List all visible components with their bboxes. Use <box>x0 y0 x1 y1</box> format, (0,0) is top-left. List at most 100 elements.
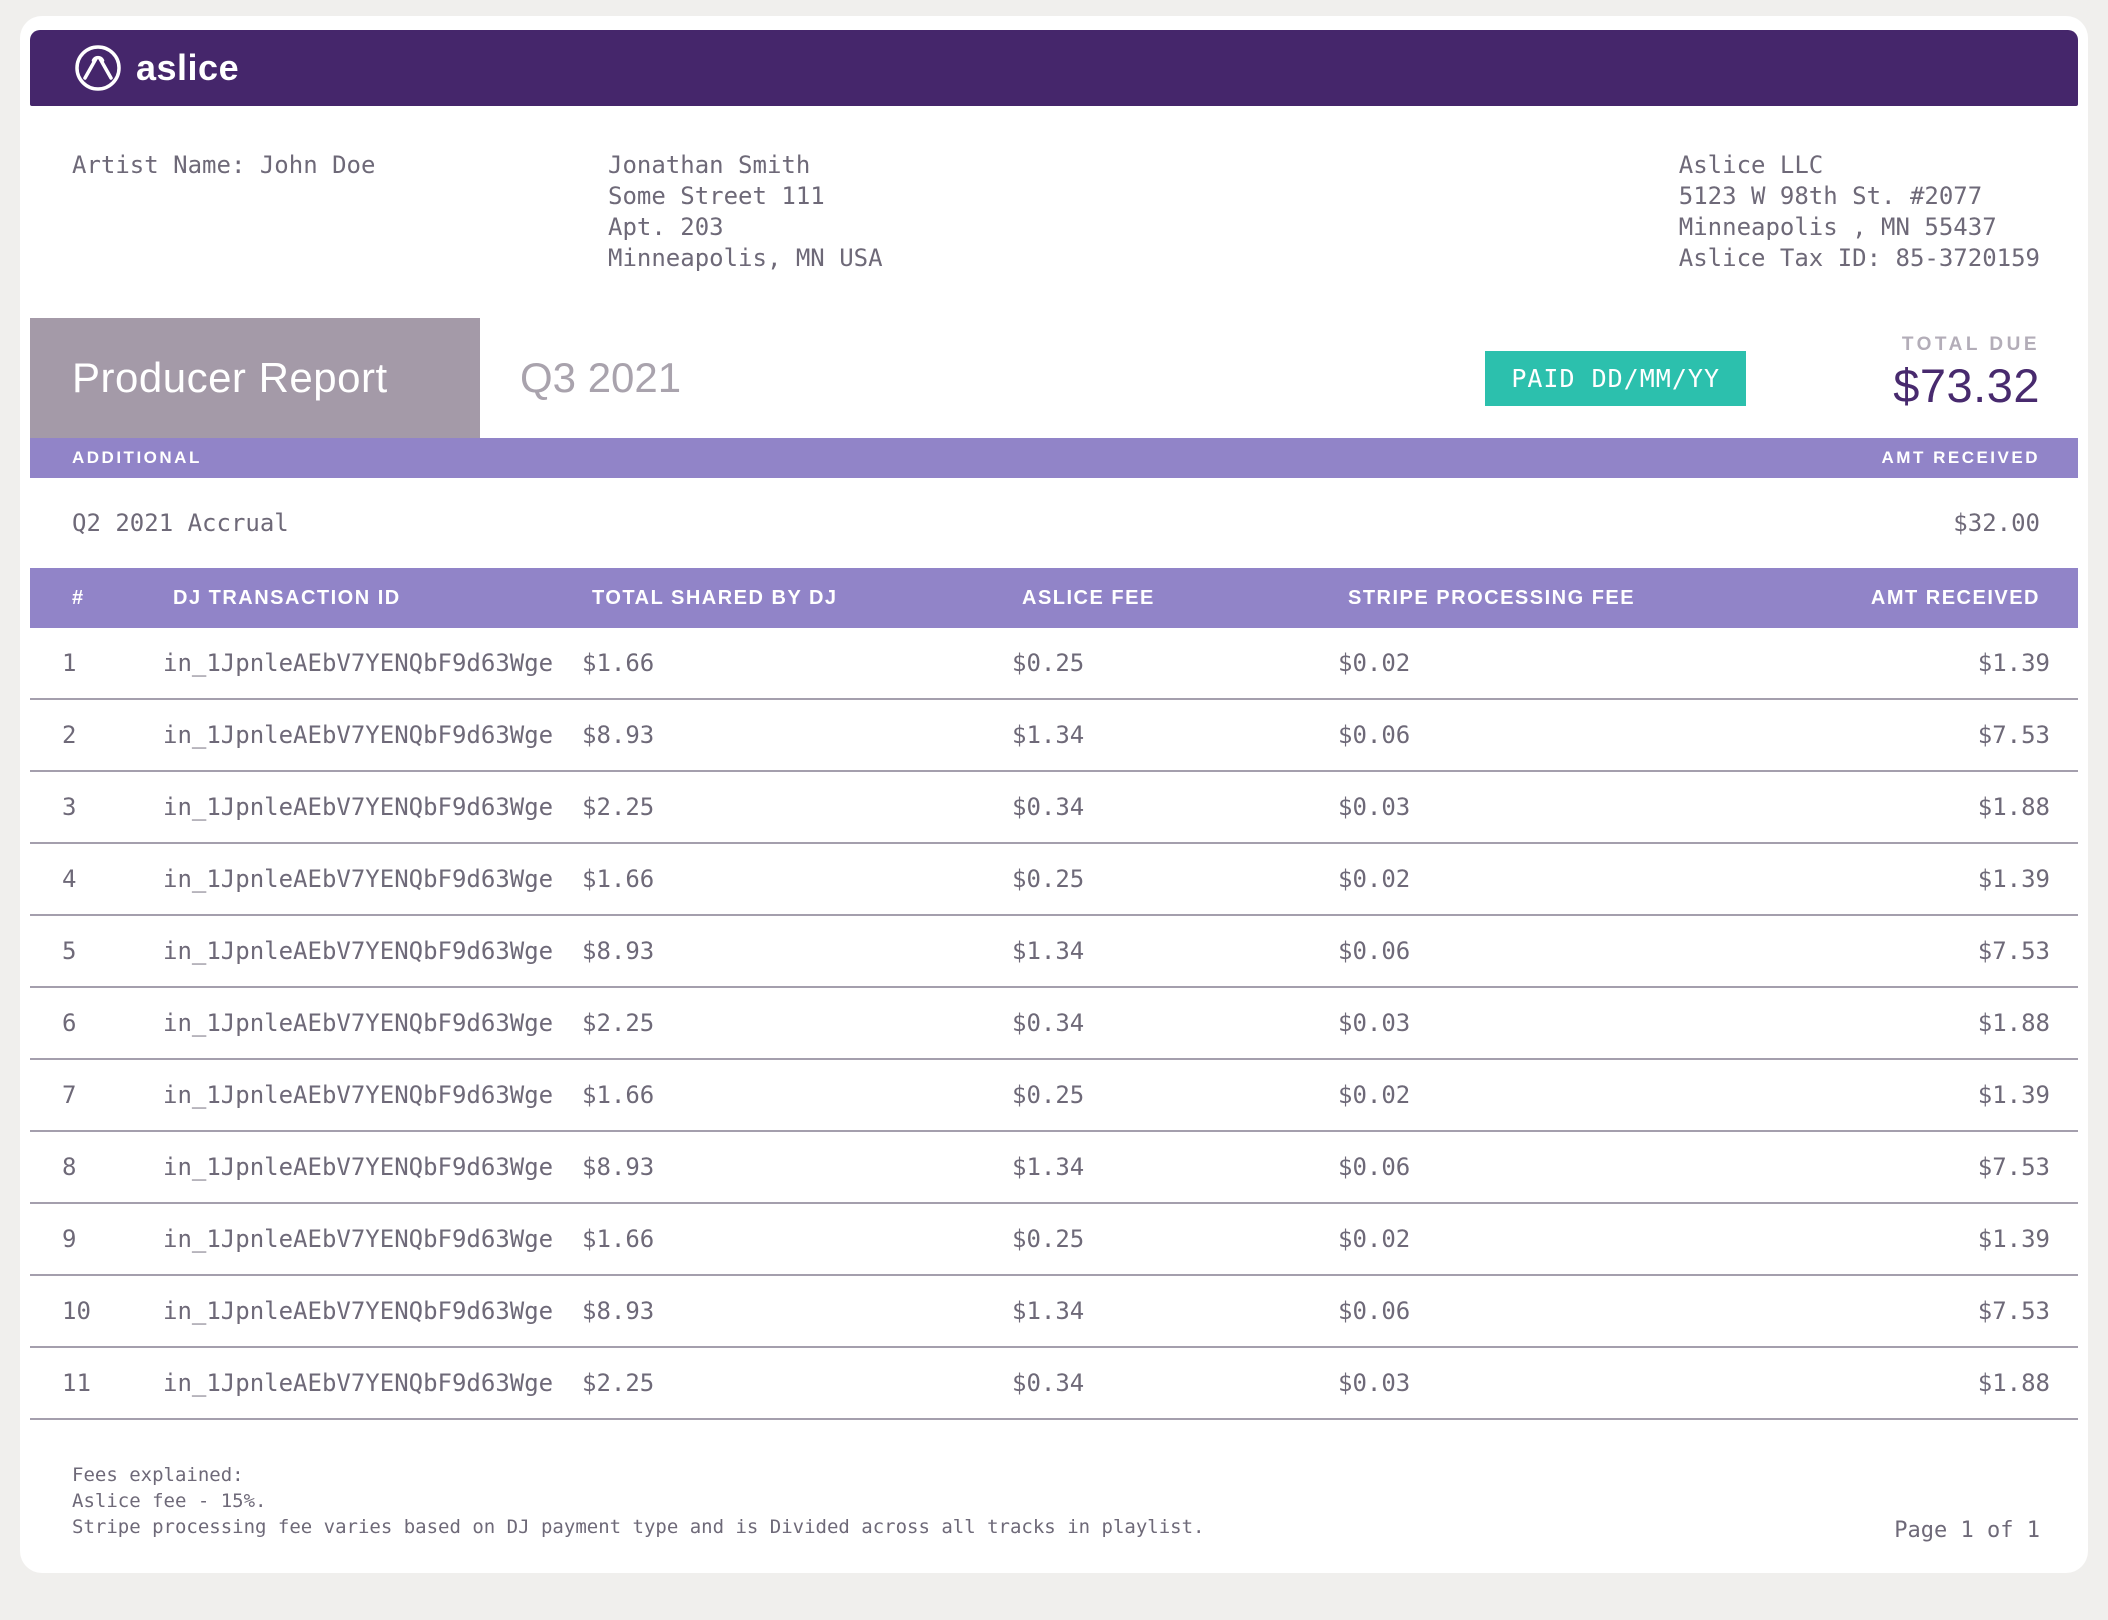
row-total-shared: $8.93 <box>582 937 655 965</box>
row-transaction-id: in_1JpnleAEbV7YENQbF9d63Wge <box>163 1297 554 1325</box>
table-body: 1 in_1JpnleAEbV7YENQbF9d63Wge $1.66 $0.2… <box>30 628 2078 1420</box>
total-due-amount: $73.32 <box>1893 359 2040 412</box>
row-amt-received: $7.53 <box>1977 1153 2050 1181</box>
row-number: 8 <box>62 1153 77 1181</box>
row-aslice-fee: $1.34 <box>1012 1153 1085 1181</box>
aslice-logo: aslice <box>72 42 239 94</box>
row-amt-received: $1.39 <box>1977 1081 2050 1109</box>
row-number: 6 <box>62 1009 77 1037</box>
row-stripe-fee: $0.06 <box>1338 721 1411 749</box>
row-total-shared: $1.66 <box>582 865 655 893</box>
recipient-address: Jonathan Smith Some Street 111 Apt. 203 … <box>608 150 1679 318</box>
table-row: 2 in_1JpnleAEbV7YENQbF9d63Wge $8.93 $1.3… <box>30 700 2078 772</box>
row-number: 9 <box>62 1225 77 1253</box>
row-transaction-id: in_1JpnleAEbV7YENQbF9d63Wge <box>163 793 554 821</box>
row-amt-received: $7.53 <box>1977 937 2050 965</box>
report-footer: Fees explained: Aslice fee - 15%. Stripe… <box>20 1420 2088 1573</box>
row-transaction-id: in_1JpnleAEbV7YENQbF9d63Wge <box>163 1009 554 1037</box>
row-total-shared: $1.66 <box>582 649 655 677</box>
column-header-transaction-id: DJ TRANSACTION ID <box>173 586 401 609</box>
table-row: 11 in_1JpnleAEbV7YENQbF9d63Wge $2.25 $0.… <box>30 1348 2078 1420</box>
company-line: 5123 W 98th St. #2077 <box>1678 182 1983 210</box>
fees-explanation: Fees explained: Aslice fee - 15%. Stripe… <box>72 1462 1204 1540</box>
row-amt-received: $7.53 <box>1977 721 2050 749</box>
total-due-block: TOTAL DUE $73.32 <box>1790 318 2040 438</box>
row-amt-received: $1.88 <box>1977 793 2050 821</box>
fees-line: Stripe processing fee varies based on DJ… <box>72 1516 1205 1538</box>
row-stripe-fee: $0.02 <box>1338 649 1411 677</box>
row-stripe-fee: $0.02 <box>1338 1081 1411 1109</box>
row-aslice-fee: $0.34 <box>1012 1009 1085 1037</box>
artist-name: Artist Name: John Doe <box>72 151 376 179</box>
accrual-row: Q2 2021 Accrual $32.00 <box>20 478 2088 568</box>
brand-name: aslice <box>136 47 240 88</box>
row-aslice-fee: $0.34 <box>1012 793 1085 821</box>
row-stripe-fee: $0.06 <box>1338 937 1411 965</box>
header-spacer <box>681 318 1485 438</box>
column-header-aslice-fee: ASLICE FEE <box>1022 586 1155 609</box>
table-row: 4 in_1JpnleAEbV7YENQbF9d63Wge $1.66 $0.2… <box>30 844 2078 916</box>
column-header-total-shared: TOTAL SHARED BY DJ <box>592 586 838 609</box>
total-due-label: TOTAL DUE <box>1901 334 2040 355</box>
row-number: 10 <box>62 1297 91 1325</box>
additional-amt-received-label: AMT RECEIVED <box>1881 448 2040 467</box>
row-total-shared: $2.25 <box>582 793 655 821</box>
row-transaction-id: in_1JpnleAEbV7YENQbF9d63Wge <box>163 1153 554 1181</box>
report-header: Producer Report Q3 2021 PAID DD/MM/YY TO… <box>20 318 2088 438</box>
table-row: 1 in_1JpnleAEbV7YENQbF9d63Wge $1.66 $0.2… <box>30 628 2078 700</box>
report-period: Q3 2021 <box>520 354 682 401</box>
row-amt-received: $1.88 <box>1977 1369 2050 1397</box>
additional-section-header: ADDITIONAL AMT RECEIVED <box>30 438 2078 478</box>
row-number: 5 <box>62 937 77 965</box>
row-aslice-fee: $0.25 <box>1012 1225 1085 1253</box>
additional-label: ADDITIONAL <box>72 448 202 467</box>
row-number: 11 <box>62 1369 91 1397</box>
row-total-shared: $8.93 <box>582 1153 655 1181</box>
table-row: 3 in_1JpnleAEbV7YENQbF9d63Wge $2.25 $0.3… <box>30 772 2078 844</box>
recipient-line: Jonathan Smith <box>608 151 811 179</box>
address-section: Artist Name: John Doe Jonathan Smith Som… <box>20 106 2088 318</box>
row-stripe-fee: $0.06 <box>1338 1297 1411 1325</box>
row-amt-received: $1.39 <box>1977 865 2050 893</box>
row-amt-received: $1.88 <box>1977 1009 2050 1037</box>
recipient-line: Some Street 111 <box>608 182 825 210</box>
table-row: 8 in_1JpnleAEbV7YENQbF9d63Wge $8.93 $1.3… <box>30 1132 2078 1204</box>
row-stripe-fee: $0.06 <box>1338 1153 1411 1181</box>
row-aslice-fee: $0.25 <box>1012 649 1085 677</box>
row-stripe-fee: $0.03 <box>1338 1009 1411 1037</box>
row-transaction-id: in_1JpnleAEbV7YENQbF9d63Wge <box>163 937 554 965</box>
row-transaction-id: in_1JpnleAEbV7YENQbF9d63Wge <box>163 1369 554 1397</box>
row-total-shared: $1.66 <box>582 1081 655 1109</box>
fees-line: Fees explained: <box>72 1464 244 1486</box>
table-row: 10 in_1JpnleAEbV7YENQbF9d63Wge $8.93 $1.… <box>30 1276 2078 1348</box>
row-transaction-id: in_1JpnleAEbV7YENQbF9d63Wge <box>163 721 554 749</box>
row-amt-received: $1.39 <box>1977 1225 2050 1253</box>
column-header-num: # <box>72 586 85 609</box>
row-transaction-id: in_1JpnleAEbV7YENQbF9d63Wge <box>163 1081 554 1109</box>
row-stripe-fee: $0.02 <box>1338 1225 1411 1253</box>
row-aslice-fee: $0.25 <box>1012 865 1085 893</box>
report-title-box: Producer Report <box>30 318 480 438</box>
producer-report-card: aslice Artist Name: John Doe Jonathan Sm… <box>20 16 2088 1573</box>
company-line: Minneapolis , MN 55437 <box>1678 213 1997 241</box>
row-total-shared: $1.66 <box>582 1225 655 1253</box>
page-title: Producer Report <box>72 354 388 401</box>
table-header-row: # DJ TRANSACTION ID TOTAL SHARED BY DJ A… <box>30 568 2078 628</box>
row-stripe-fee: $0.02 <box>1338 865 1411 893</box>
row-transaction-id: in_1JpnleAEbV7YENQbF9d63Wge <box>163 649 554 677</box>
accrual-label: Q2 2021 Accrual <box>72 509 289 537</box>
brand-header-bar: aslice <box>30 30 2078 106</box>
column-header-amt-received: AMT RECEIVED <box>1870 586 2040 609</box>
recipient-line: Minneapolis, MN USA <box>608 244 883 272</box>
row-number: 3 <box>62 793 77 821</box>
row-amt-received: $7.53 <box>1977 1297 2050 1325</box>
company-line: Aslice Tax ID: 85-3720159 <box>1678 244 2040 272</box>
table-row: 9 in_1JpnleAEbV7YENQbF9d63Wge $1.66 $0.2… <box>30 1204 2078 1276</box>
row-total-shared: $8.93 <box>582 1297 655 1325</box>
row-aslice-fee: $1.34 <box>1012 937 1085 965</box>
page-indicator: Page 1 of 1 <box>1894 1518 2040 1543</box>
row-aslice-fee: $0.25 <box>1012 1081 1085 1109</box>
row-stripe-fee: $0.03 <box>1338 1369 1411 1397</box>
row-number: 2 <box>62 721 77 749</box>
row-aslice-fee: $0.34 <box>1012 1369 1085 1397</box>
